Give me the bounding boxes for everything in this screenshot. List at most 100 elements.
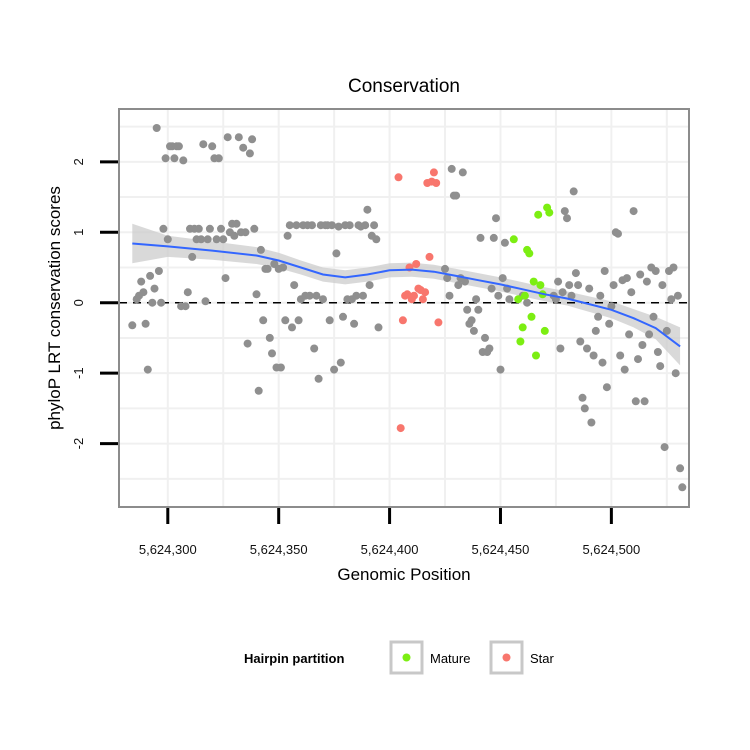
data-point-other <box>137 277 146 286</box>
legend-dot-star <box>502 653 511 662</box>
data-point-other <box>496 365 505 374</box>
data-point-mature <box>527 312 536 321</box>
data-point-mature <box>518 323 527 332</box>
data-point-mature <box>545 208 554 217</box>
data-point-other <box>345 221 354 230</box>
data-point-other <box>656 362 665 371</box>
data-point-other <box>487 284 496 293</box>
data-point-other <box>254 386 263 395</box>
legend-key-star <box>489 640 524 675</box>
points-layer <box>128 124 687 492</box>
data-point-other <box>221 274 230 283</box>
data-point-other <box>669 263 678 272</box>
data-point-star <box>432 179 441 187</box>
data-point-other <box>571 269 580 278</box>
data-point-other <box>372 235 381 244</box>
series-star <box>394 168 443 433</box>
data-point-other <box>600 267 609 275</box>
data-point-mature <box>532 351 540 360</box>
data-point-other <box>454 281 463 290</box>
data-point-other <box>651 267 660 275</box>
y-tick-label: 2 <box>71 158 86 165</box>
data-point-other <box>197 235 206 244</box>
series-mature <box>509 203 554 360</box>
data-point-other <box>263 264 272 273</box>
data-point-other <box>678 483 687 492</box>
data-point-other <box>294 316 303 325</box>
data-point-other <box>223 133 232 142</box>
data-point-mature <box>534 210 543 219</box>
data-point-other <box>629 207 638 216</box>
data-point-other <box>558 288 567 297</box>
data-point-other <box>494 291 503 300</box>
data-point-other <box>219 235 228 244</box>
data-point-other <box>256 245 265 254</box>
data-point-other <box>281 316 290 325</box>
data-point-other <box>370 221 379 230</box>
data-point-star <box>425 252 434 261</box>
data-point-other <box>374 323 383 332</box>
data-point-other <box>458 168 467 177</box>
data-point-other <box>290 281 299 290</box>
data-point-other <box>312 291 321 300</box>
data-point-other <box>330 365 339 374</box>
data-point-other <box>359 291 367 300</box>
data-point-other <box>334 222 343 231</box>
data-point-other <box>199 140 208 149</box>
data-point-other <box>250 224 259 233</box>
data-point-mature <box>520 291 529 300</box>
data-point-other <box>163 235 172 244</box>
data-point-mature <box>540 326 549 335</box>
data-point-other <box>179 156 188 165</box>
data-point-other <box>243 339 252 348</box>
data-point-other <box>616 351 625 360</box>
data-point-other <box>676 464 685 473</box>
data-point-other <box>352 291 361 300</box>
data-point-other <box>622 274 631 283</box>
data-point-other <box>642 277 651 286</box>
data-point-other <box>183 288 192 297</box>
data-point-other <box>319 295 327 304</box>
data-point-other <box>605 319 614 328</box>
data-point-other <box>325 316 334 325</box>
x-tick-label: 5,624,300 <box>139 542 197 557</box>
data-point-other <box>217 224 225 233</box>
x-axis-title: Genomic Position <box>337 565 470 584</box>
data-point-other <box>143 365 152 374</box>
data-point-other <box>441 264 449 273</box>
data-point-other <box>205 224 214 233</box>
data-point-other <box>339 312 347 321</box>
data-point-other <box>567 291 576 300</box>
data-point-other <box>350 319 359 328</box>
data-point-other <box>574 281 583 290</box>
data-point-star <box>434 318 443 327</box>
data-point-mature <box>536 281 545 290</box>
data-point-other <box>649 312 658 321</box>
data-point-other <box>245 149 254 158</box>
data-point-star <box>396 424 405 433</box>
data-point-other <box>585 284 594 293</box>
data-point-other <box>285 221 294 230</box>
data-point-mature <box>509 235 518 244</box>
data-point-other <box>314 374 323 383</box>
x-tick-label: 5,624,400 <box>361 542 419 557</box>
data-point-other <box>587 418 596 427</box>
x-tick-label: 5,624,500 <box>582 542 640 557</box>
data-point-other <box>265 333 274 342</box>
data-point-other <box>569 187 578 196</box>
data-point-other <box>241 228 250 237</box>
data-point-other <box>283 231 292 240</box>
data-point-other <box>638 341 647 349</box>
data-point-other <box>336 358 345 367</box>
data-point-other <box>560 207 569 216</box>
data-point-mature <box>516 337 525 346</box>
y-axis-title: phyloP LRT conservation scores <box>45 186 64 430</box>
data-point-other <box>365 281 374 290</box>
y-tick-label: 0 <box>71 299 86 306</box>
data-point-other <box>146 271 155 280</box>
data-point-other <box>474 305 483 314</box>
data-point-other <box>310 344 319 353</box>
data-point-other <box>602 383 611 392</box>
x-tick-label: 5,624,450 <box>472 542 530 557</box>
data-point-other <box>476 233 485 242</box>
